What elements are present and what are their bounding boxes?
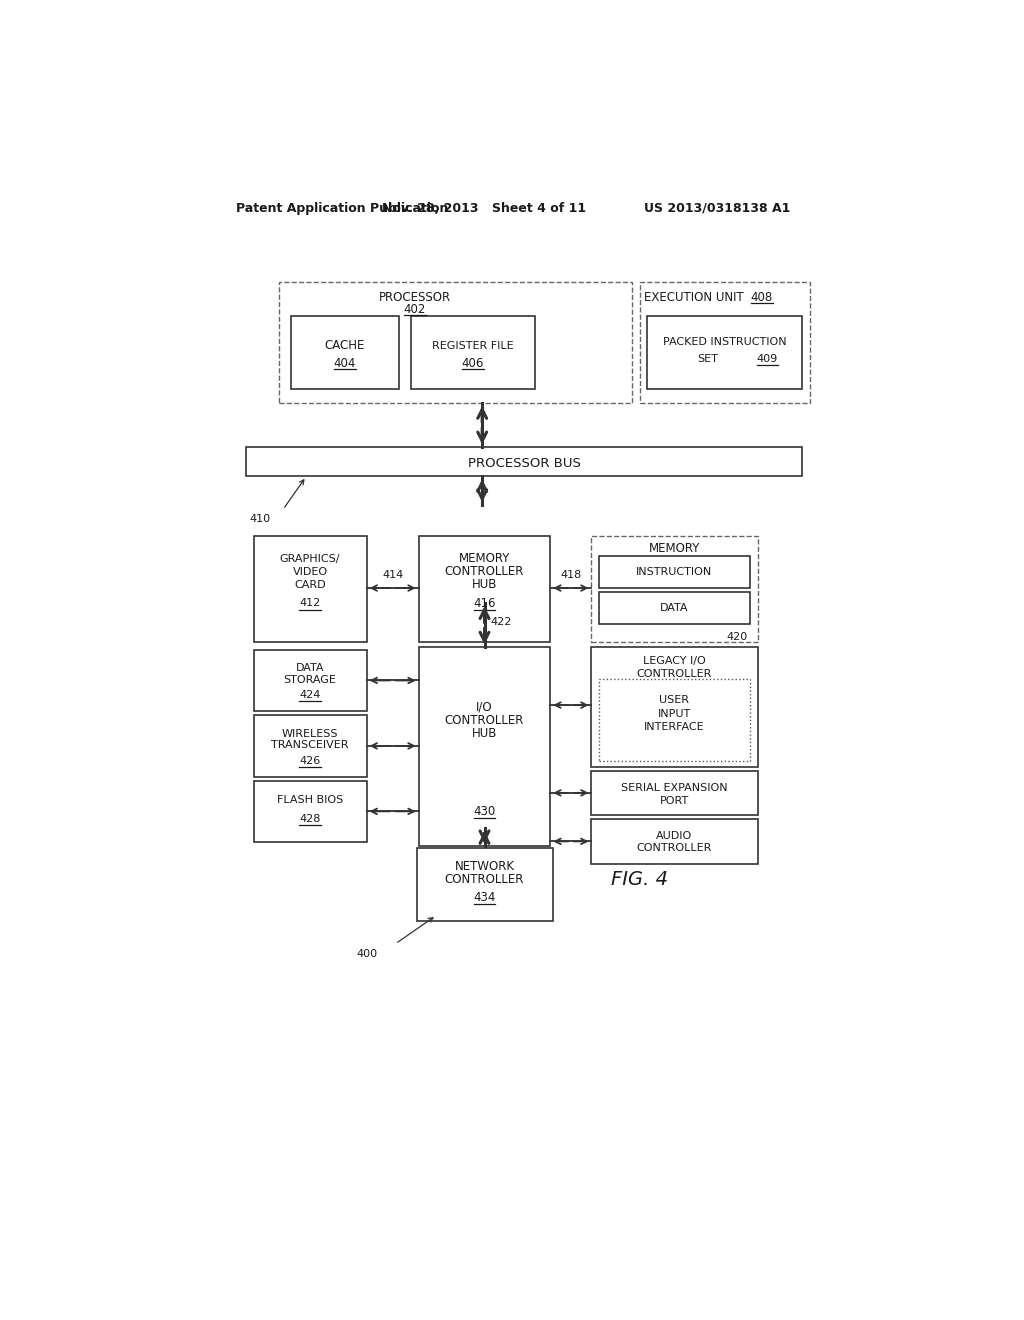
Text: 414: 414 (382, 570, 403, 579)
Bar (417, 847, 553, 921)
Bar (599, 591, 751, 624)
Bar (647, 317, 802, 389)
Text: VIDEO: VIDEO (293, 566, 328, 577)
Bar (640, 281, 810, 404)
Text: AUDIO: AUDIO (656, 832, 692, 841)
Text: 408: 408 (751, 290, 773, 304)
Text: CACHE: CACHE (325, 339, 366, 352)
Text: DATA: DATA (660, 603, 688, 612)
Bar (419, 647, 550, 846)
Bar (592, 771, 758, 816)
Text: DATA: DATA (296, 663, 325, 673)
Text: 410: 410 (249, 513, 270, 524)
Text: Patent Application Publication: Patent Application Publication (237, 202, 449, 215)
Bar (254, 649, 367, 711)
Text: CONTROLLER: CONTROLLER (637, 843, 712, 853)
Text: 406: 406 (462, 356, 484, 370)
Bar (592, 818, 758, 863)
Text: HUB: HUB (472, 578, 498, 591)
Text: FLASH BIOS: FLASH BIOS (278, 795, 343, 805)
Text: TRANSCEIVER: TRANSCEIVER (271, 741, 349, 750)
Text: MEMORY: MEMORY (648, 541, 700, 554)
Text: 420: 420 (727, 632, 748, 643)
Text: INSTRUCTION: INSTRUCTION (636, 566, 713, 577)
Text: CONTROLLER: CONTROLLER (637, 668, 712, 678)
Text: 400: 400 (356, 949, 377, 958)
Text: PROCESSOR BUS: PROCESSOR BUS (468, 457, 581, 470)
Text: 412: 412 (299, 598, 321, 609)
Bar (291, 317, 399, 389)
Text: I/O: I/O (476, 701, 493, 714)
Bar (599, 678, 751, 760)
Text: 434: 434 (473, 891, 496, 904)
Text: FIG. 4: FIG. 4 (611, 870, 668, 890)
Text: PROCESSOR: PROCESSOR (379, 290, 451, 304)
Bar (254, 780, 367, 842)
Text: SET: SET (697, 354, 718, 363)
Text: 426: 426 (299, 755, 321, 766)
Text: LEGACY I/O: LEGACY I/O (643, 656, 706, 667)
Text: INPUT: INPUT (657, 709, 691, 718)
Text: PACKED INSTRUCTION: PACKED INSTRUCTION (663, 337, 786, 347)
Text: REGISTER FILE: REGISTER FILE (432, 341, 514, 351)
Bar (599, 556, 751, 589)
Text: WIRELESS: WIRELESS (282, 729, 338, 739)
Bar (246, 447, 802, 477)
Text: 418: 418 (561, 570, 582, 579)
Text: HUB: HUB (472, 727, 498, 741)
Bar (419, 536, 550, 642)
Text: CONTROLLER: CONTROLLER (444, 714, 524, 727)
Text: CARD: CARD (294, 579, 326, 590)
Text: NETWORK: NETWORK (455, 861, 514, 874)
Text: EXECUTION UNIT: EXECUTION UNIT (644, 290, 743, 304)
Text: GRAPHICS/: GRAPHICS/ (280, 554, 340, 564)
Text: CONTROLLER: CONTROLLER (444, 565, 524, 578)
Text: 428: 428 (299, 814, 321, 824)
Text: USER: USER (659, 696, 689, 705)
Bar (254, 536, 367, 642)
Text: STORAGE: STORAGE (284, 675, 337, 685)
Bar (254, 715, 367, 776)
Text: INTERFACE: INTERFACE (644, 722, 705, 731)
Text: 409: 409 (757, 354, 778, 363)
Text: Nov. 28, 2013: Nov. 28, 2013 (382, 202, 478, 215)
Text: MEMORY: MEMORY (459, 552, 510, 565)
Text: 424: 424 (299, 690, 321, 700)
Text: CONTROLLER: CONTROLLER (444, 874, 524, 887)
Bar (280, 281, 632, 404)
Text: US 2013/0318138 A1: US 2013/0318138 A1 (644, 202, 791, 215)
Text: 422: 422 (490, 616, 512, 627)
Bar (592, 647, 758, 767)
Text: 416: 416 (473, 597, 496, 610)
Text: PORT: PORT (659, 796, 689, 805)
Text: Sheet 4 of 11: Sheet 4 of 11 (492, 202, 586, 215)
Bar (592, 536, 758, 642)
Text: 430: 430 (473, 805, 496, 818)
Text: SERIAL EXPANSION: SERIAL EXPANSION (622, 783, 728, 793)
Text: 402: 402 (403, 302, 426, 315)
Text: 404: 404 (334, 356, 356, 370)
Bar (411, 317, 535, 389)
